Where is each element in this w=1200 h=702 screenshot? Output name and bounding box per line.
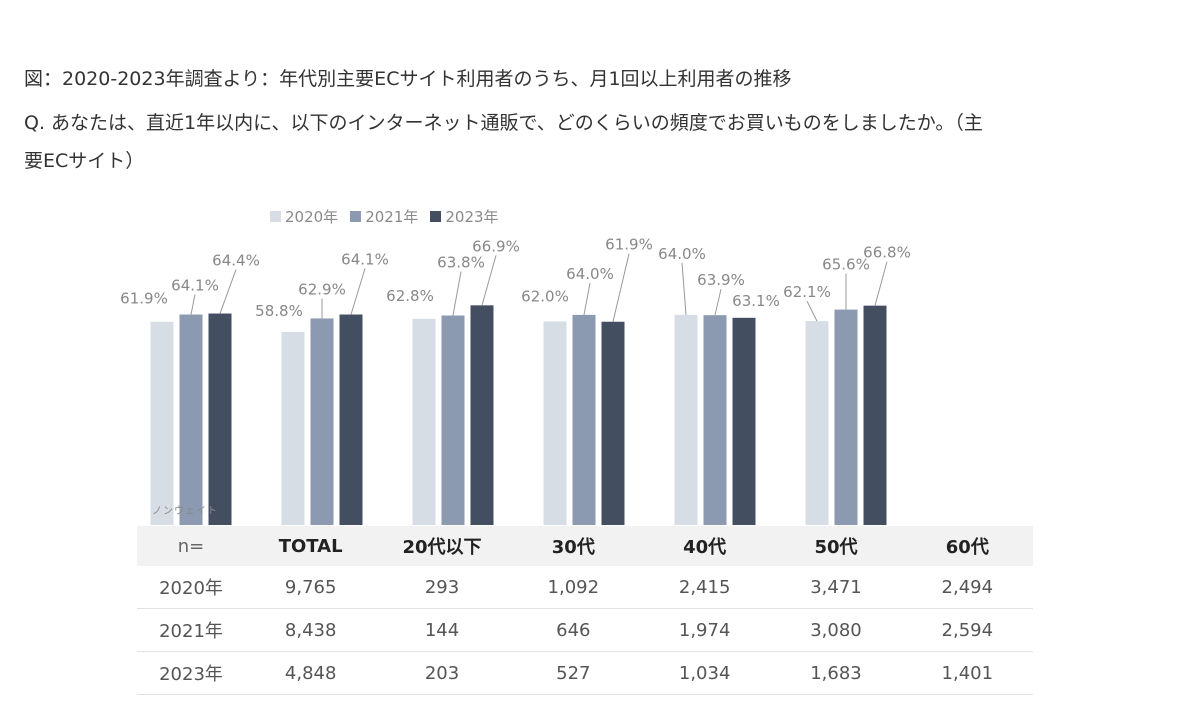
data-label: 63.1% xyxy=(732,292,780,310)
table-cell: 646 xyxy=(507,608,639,652)
data-label: 63.9% xyxy=(697,271,745,289)
data-label: 64.4% xyxy=(212,252,260,270)
legend-item: 2023年 xyxy=(430,206,499,227)
legend-swatch xyxy=(430,211,442,222)
data-label: 62.9% xyxy=(298,280,346,298)
bar xyxy=(441,315,465,525)
data-label: 64.1% xyxy=(341,251,389,269)
table-cell: 293 xyxy=(376,566,508,609)
chart-legend: 2020年 2021年 2023年 xyxy=(270,206,499,227)
chart-question-line1: Q. あなたは、直近1年以内に、以下のインターネット通販で、どのくらいの頻度でお… xyxy=(24,112,983,134)
weight-note: ノンウェイト xyxy=(152,506,218,517)
legend-label: 2023年 xyxy=(445,208,499,226)
table-row: 2020年 9,765 293 1,092 2,415 3,471 2,494 xyxy=(137,566,1033,609)
bar xyxy=(150,321,174,525)
table-row: 2021年 8,438 144 646 1,974 3,080 2,594 xyxy=(137,608,1033,652)
bar xyxy=(601,321,625,525)
table-cell: 1,034 xyxy=(638,651,771,695)
legend-swatch xyxy=(270,211,281,222)
sample-size-table: n= TOTAL 20代以下 30代 40代 50代 60代 2020年 9,7… xyxy=(137,526,1033,695)
table-cell: 2,594 xyxy=(901,608,1033,652)
table-header-total: TOTAL xyxy=(245,526,377,566)
data-label: 61.9% xyxy=(120,290,168,308)
table-header-50s: 50代 xyxy=(770,526,902,566)
bar xyxy=(863,305,887,525)
table-cell: 1,092 xyxy=(507,566,639,609)
table-header-30s: 30代 xyxy=(507,526,639,566)
leader-line xyxy=(874,261,888,306)
chart-caption-title: 図：2020-2023年調査より：年代別主要ECサイト利用者のうち、月1回以上利… xyxy=(24,68,792,90)
legend-item: 2020年 xyxy=(270,206,338,227)
leader-line xyxy=(583,282,591,315)
table-cell: 2,415 xyxy=(638,566,771,609)
data-label: 62.8% xyxy=(386,287,434,305)
table-cell: 203 xyxy=(376,651,508,695)
chart-question-line2: 要ECサイト） xyxy=(24,150,145,172)
leader-line xyxy=(612,253,630,322)
row-label: 2021年 xyxy=(137,608,245,652)
table-header-40s: 40代 xyxy=(638,526,771,566)
bar xyxy=(208,313,232,525)
table-cell: 3,471 xyxy=(770,566,902,609)
table-row: 2023年 4,848 203 527 1,034 1,683 1,401 xyxy=(137,651,1033,695)
data-label: 62.0% xyxy=(521,287,569,305)
legend-item: 2021年 xyxy=(350,206,418,227)
leader-line xyxy=(350,268,366,315)
data-label: 64.0% xyxy=(566,265,614,283)
leader-line xyxy=(806,300,818,322)
row-label: 2023年 xyxy=(137,651,245,695)
data-label: 61.9% xyxy=(605,236,653,254)
bar xyxy=(310,318,334,525)
bar xyxy=(179,314,203,525)
table-cell: 2,494 xyxy=(901,566,1033,609)
table-cell: 3,080 xyxy=(770,608,902,652)
table-header-20s: 20代以下 xyxy=(376,526,508,566)
bar xyxy=(339,314,363,525)
bar xyxy=(281,331,305,525)
table-cell: 1,974 xyxy=(638,608,771,652)
data-label: 58.8% xyxy=(255,302,303,320)
bar xyxy=(470,305,494,525)
leader-line xyxy=(219,269,237,314)
table-header-row: n= TOTAL 20代以下 30代 40代 50代 60代 xyxy=(137,526,1033,566)
bar xyxy=(834,309,858,525)
table-cell: 144 xyxy=(376,608,508,652)
table-cell: 9,765 xyxy=(245,566,377,609)
bar-chart: 61.9%64.1%64.4%58.8%62.9%64.1%62.8%63.8%… xyxy=(120,236,911,525)
bar xyxy=(674,314,698,525)
table-cell: 1,401 xyxy=(901,651,1033,695)
leader-line xyxy=(714,289,722,316)
table-cell: 1,683 xyxy=(770,651,902,695)
n-label: n= xyxy=(137,526,245,566)
leader-line xyxy=(681,262,687,315)
table-cell: 4,848 xyxy=(245,651,377,695)
bar xyxy=(412,318,436,525)
data-label: 63.8% xyxy=(437,254,485,272)
data-label: 64.0% xyxy=(658,245,706,263)
row-label: 2020年 xyxy=(137,566,245,609)
leader-line xyxy=(452,271,462,316)
data-label: 64.1% xyxy=(171,277,219,295)
bar xyxy=(543,321,567,525)
bar xyxy=(732,317,756,525)
bar xyxy=(805,321,829,525)
bar xyxy=(572,314,596,525)
bar xyxy=(703,315,727,525)
data-label: 62.1% xyxy=(783,283,831,301)
data-label: 66.8% xyxy=(863,244,911,262)
leader-line xyxy=(481,255,497,306)
data-label: 66.9% xyxy=(472,237,520,255)
table-header-60s: 60代 xyxy=(901,526,1033,566)
legend-label: 2020年 xyxy=(285,208,339,226)
table-cell: 8,438 xyxy=(245,608,377,652)
table-cell: 527 xyxy=(507,651,639,695)
legend-swatch xyxy=(350,211,362,222)
legend-label: 2021年 xyxy=(365,208,419,226)
data-label: 65.6% xyxy=(822,256,870,274)
leader-line xyxy=(190,294,196,315)
